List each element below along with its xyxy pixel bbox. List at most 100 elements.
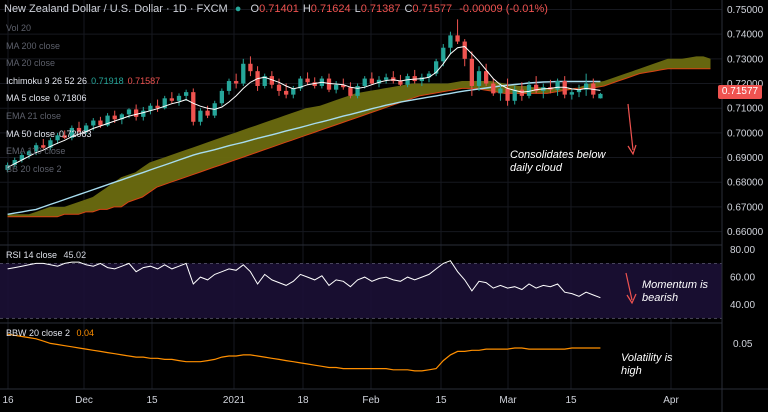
candle bbox=[134, 104, 139, 121]
candle bbox=[276, 78, 282, 96]
candle bbox=[584, 73, 589, 96]
candle bbox=[41, 139, 46, 149]
arrow-cloud bbox=[627, 103, 634, 151]
candle bbox=[184, 89, 189, 101]
rsi-legend: RSI 14 close 45.02 bbox=[6, 250, 86, 260]
indicator-name: EMA 21 close bbox=[6, 111, 62, 121]
candle bbox=[155, 99, 160, 112]
candle bbox=[326, 73, 332, 93]
market-status-icon: ● bbox=[234, 3, 242, 15]
rsi-tick-label: 80.00 bbox=[730, 245, 755, 256]
candle bbox=[398, 74, 403, 86]
candle bbox=[498, 83, 503, 101]
time-tick-label: Feb bbox=[362, 395, 380, 406]
candle bbox=[84, 123, 89, 135]
candle bbox=[48, 137, 53, 151]
annotation-arrows bbox=[625, 103, 637, 305]
indicator-value: 0.71806 bbox=[54, 93, 87, 104]
candle bbox=[305, 72, 310, 85]
price-tick-label: 0.66000 bbox=[727, 227, 764, 238]
candle bbox=[376, 76, 382, 88]
candle bbox=[455, 19, 460, 45]
annotation-cloud: Consolidates below daily cloud bbox=[510, 149, 606, 174]
time-tick-label: Apr bbox=[663, 395, 679, 406]
candle bbox=[169, 92, 174, 104]
time-tick-label: 15 bbox=[565, 395, 577, 406]
candle bbox=[141, 106, 146, 121]
candle bbox=[484, 63, 489, 86]
rsi-path bbox=[7, 260, 601, 299]
rsi-tick-label: 60.00 bbox=[730, 273, 755, 284]
candle bbox=[348, 82, 353, 99]
candle bbox=[448, 31, 453, 54]
candle bbox=[476, 66, 482, 91]
annotation-volatility: Volatility is high bbox=[621, 352, 673, 377]
candle bbox=[391, 71, 396, 84]
candle bbox=[519, 82, 524, 101]
indicator-value: 0.72083 bbox=[59, 128, 92, 139]
time-tick-label: 18 bbox=[297, 395, 309, 406]
price-tick-label: 0.75000 bbox=[727, 5, 764, 16]
indicator-legend-item[interactable]: MA 20 close bbox=[6, 58, 55, 68]
indicator-legend-item[interactable]: MA 200 close bbox=[6, 41, 60, 51]
ma5-line bbox=[7, 45, 601, 168]
ohlc-value: 0.71624 bbox=[310, 3, 351, 15]
price-tick-label: 0.73000 bbox=[727, 54, 764, 65]
candle bbox=[55, 132, 60, 144]
candle bbox=[469, 51, 474, 96]
time-axis-ticks: 16 Dec 15 2021 18 Feb 15 Mar 15 Apr bbox=[2, 395, 679, 406]
candle bbox=[341, 78, 346, 90]
candle bbox=[405, 73, 410, 88]
indicator-value-2: 0.71587 bbox=[127, 75, 161, 86]
indicator-name: MA 50 close bbox=[6, 128, 56, 139]
indicator-legend-item[interactable]: Vol 20 bbox=[6, 23, 31, 33]
candle bbox=[234, 73, 239, 89]
rsi-line bbox=[7, 260, 601, 299]
candle bbox=[362, 76, 367, 89]
price-tick-label: 0.69000 bbox=[727, 153, 764, 164]
bbw-legend: BBW 20 close 2 0.04 bbox=[6, 328, 94, 338]
indicator-legend-item[interactable]: BB 20 close 2 bbox=[6, 164, 62, 174]
candle bbox=[534, 76, 539, 94]
candle bbox=[248, 56, 253, 77]
candle bbox=[162, 95, 167, 110]
candle bbox=[26, 150, 32, 159]
candle bbox=[576, 84, 582, 98]
candle bbox=[191, 88, 196, 126]
candle bbox=[241, 58, 246, 86]
candle bbox=[5, 162, 10, 173]
indicator-name: Vol 20 bbox=[6, 23, 32, 33]
bbw-line bbox=[7, 333, 601, 372]
price-change: -0.00009 (-0.01%) bbox=[459, 3, 548, 15]
time-tick-label: 2021 bbox=[223, 395, 246, 406]
indicator-value: 0.71918 bbox=[91, 75, 124, 86]
price-tick-label: 0.71000 bbox=[727, 104, 764, 115]
ohlc-value: 0.71387 bbox=[360, 3, 401, 15]
candle bbox=[62, 130, 67, 140]
price-tick-label: 0.72000 bbox=[727, 79, 764, 90]
indicator-legend-item[interactable]: MA 50 close 0.72083 bbox=[6, 129, 92, 139]
ohlc-key: H bbox=[302, 3, 311, 15]
price-tick-label: 0.68000 bbox=[727, 178, 764, 189]
ohlc-values: O0.71401 H0.71624 L0.71387 C0.71577 bbox=[251, 3, 457, 15]
candle bbox=[298, 76, 303, 91]
time-tick-label: Dec bbox=[75, 395, 93, 406]
ohlc-key: O bbox=[250, 3, 260, 15]
indicator-name: BB 20 close 2 bbox=[6, 163, 62, 174]
indicator-name: Ichimoku 9 26 52 26 bbox=[6, 75, 88, 86]
indicator-name: MA 20 close bbox=[6, 58, 56, 69]
indicator-legend-item[interactable]: MA 5 close 0.71806 bbox=[6, 93, 87, 103]
candle bbox=[312, 77, 317, 89]
rsi-legend-name: RSI 14 close bbox=[6, 250, 58, 260]
bbw-legend-value: 0.04 bbox=[76, 328, 95, 338]
indicator-legend-item[interactable]: EMA 110 close bbox=[6, 146, 65, 156]
candle bbox=[262, 73, 267, 89]
indicator-legend-item[interactable]: EMA 21 close bbox=[6, 111, 61, 121]
candle bbox=[434, 58, 439, 77]
price-tick-label: 0.67000 bbox=[727, 202, 764, 213]
candle bbox=[69, 125, 74, 141]
candle bbox=[12, 157, 17, 168]
arrow-momentum bbox=[625, 272, 633, 301]
indicator-legend-item[interactable]: Ichimoku 9 26 52 26 0.71918 0.71587 bbox=[6, 76, 160, 86]
